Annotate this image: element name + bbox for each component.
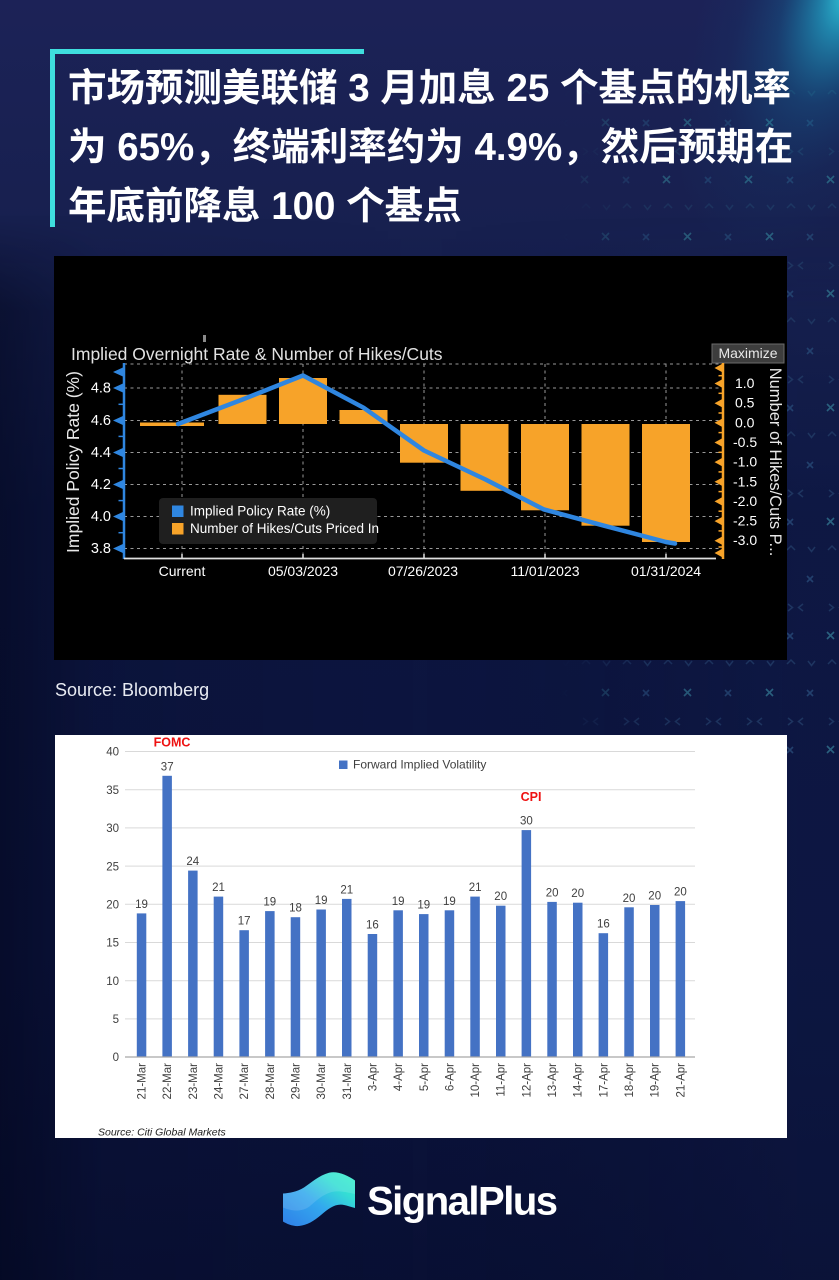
svg-text:20: 20 [546,887,559,899]
svg-text:17: 17 [238,916,251,928]
svg-text:Maximize: Maximize [718,345,777,361]
svg-text:5-Apr: 5-Apr [419,1063,431,1091]
svg-text:FOMC: FOMC [154,736,191,750]
svg-text:30: 30 [106,823,119,835]
svg-text:6-Apr: 6-Apr [444,1063,456,1091]
svg-text:19: 19 [263,897,276,909]
svg-text:Source: Citi Global Markets: Source: Citi Global Markets [98,1127,227,1139]
svg-text:4-Apr: 4-Apr [393,1063,405,1091]
svg-text:13-Apr: 13-Apr [547,1063,559,1098]
svg-text:-1.5: -1.5 [733,473,757,489]
svg-text:-2.5: -2.5 [733,513,757,529]
svg-text:23-Mar: 23-Mar [188,1063,200,1100]
svg-text:12-Apr: 12-Apr [521,1063,533,1098]
svg-text:4.8: 4.8 [91,381,111,397]
svg-text:18: 18 [289,903,302,915]
svg-text:19: 19 [135,899,148,911]
svg-text:CPI: CPI [521,790,542,804]
svg-text:31-Mar: 31-Mar [342,1063,354,1100]
svg-text:3-Apr: 3-Apr [367,1063,379,1091]
svg-text:30: 30 [520,816,533,828]
svg-text:-2.0: -2.0 [733,493,757,509]
svg-text:SignalPlus: SignalPlus [367,1180,557,1224]
svg-text:4.6: 4.6 [91,413,111,429]
svg-text:4.0: 4.0 [91,509,111,525]
svg-text:22-Mar: 22-Mar [162,1063,174,1100]
svg-text:17-Apr: 17-Apr [598,1063,610,1098]
svg-text:18-Apr: 18-Apr [624,1063,636,1098]
svg-text:20: 20 [648,891,661,903]
svg-text:05/03/2023: 05/03/2023 [268,563,338,579]
svg-text:19-Apr: 19-Apr [650,1063,662,1098]
svg-text:Implied Overnight Rate & Numbe: Implied Overnight Rate & Number of Hikes… [71,344,443,364]
svg-text:20: 20 [674,887,687,899]
svg-text:-0.5: -0.5 [733,434,757,450]
svg-text:21-Mar: 21-Mar [137,1063,149,1100]
svg-text:35: 35 [106,785,119,797]
svg-text:0.5: 0.5 [735,395,755,411]
svg-text:24-Mar: 24-Mar [214,1063,226,1100]
svg-text:01/31/2024: 01/31/2024 [631,563,701,579]
svg-text:Forward Implied Volatility: Forward Implied Volatility [353,758,486,772]
svg-text:1.0: 1.0 [735,375,755,391]
svg-text:0.0: 0.0 [735,414,755,430]
svg-text:16: 16 [366,920,379,932]
svg-text:21: 21 [212,882,225,894]
svg-text:4.4: 4.4 [91,445,111,461]
svg-text:Current: Current [159,563,206,579]
svg-text:10: 10 [106,976,119,988]
svg-text:Number of Hikes/Cuts P...: Number of Hikes/Cuts P... [766,368,784,557]
svg-text:27-Mar: 27-Mar [239,1063,251,1100]
svg-text:11/01/2023: 11/01/2023 [510,563,579,579]
svg-text:19: 19 [392,896,405,908]
svg-text:Implied Policy Rate (%): Implied Policy Rate (%) [190,504,330,519]
svg-text:15: 15 [106,938,119,950]
svg-text:0: 0 [113,1052,119,1064]
svg-text:24: 24 [186,856,199,868]
svg-text:07/26/2023: 07/26/2023 [388,563,458,579]
svg-text:3.8: 3.8 [91,541,111,557]
svg-text:20: 20 [571,888,584,900]
svg-text:19: 19 [315,895,328,907]
svg-text:Number of Hikes/Cuts Priced In: Number of Hikes/Cuts Priced In [190,521,379,536]
svg-text:21-Apr: 21-Apr [675,1063,687,1098]
svg-text:20: 20 [494,891,507,903]
svg-text:14-Apr: 14-Apr [573,1063,585,1098]
svg-text:37: 37 [161,761,174,773]
svg-text:29-Mar: 29-Mar [291,1063,303,1100]
svg-text:19: 19 [417,900,430,912]
svg-text:11-Apr: 11-Apr [496,1063,508,1097]
svg-text:21: 21 [469,882,482,894]
svg-text:20: 20 [623,893,636,905]
svg-text:4.2: 4.2 [91,477,111,493]
svg-text:19: 19 [443,896,456,908]
svg-text:Implied Policy Rate (%): Implied Policy Rate (%) [63,371,83,553]
svg-text:5: 5 [113,1014,119,1026]
svg-text:25: 25 [106,861,119,873]
svg-text:16: 16 [597,919,610,931]
svg-text:30-Mar: 30-Mar [316,1063,328,1100]
svg-text:-3.0: -3.0 [733,532,757,548]
svg-text:28-Mar: 28-Mar [265,1063,277,1100]
svg-text:21: 21 [340,884,353,896]
svg-text:40: 40 [106,747,119,759]
svg-text:10-Apr: 10-Apr [470,1063,482,1098]
svg-text:-1.0: -1.0 [733,454,757,470]
svg-text:20: 20 [106,900,119,912]
